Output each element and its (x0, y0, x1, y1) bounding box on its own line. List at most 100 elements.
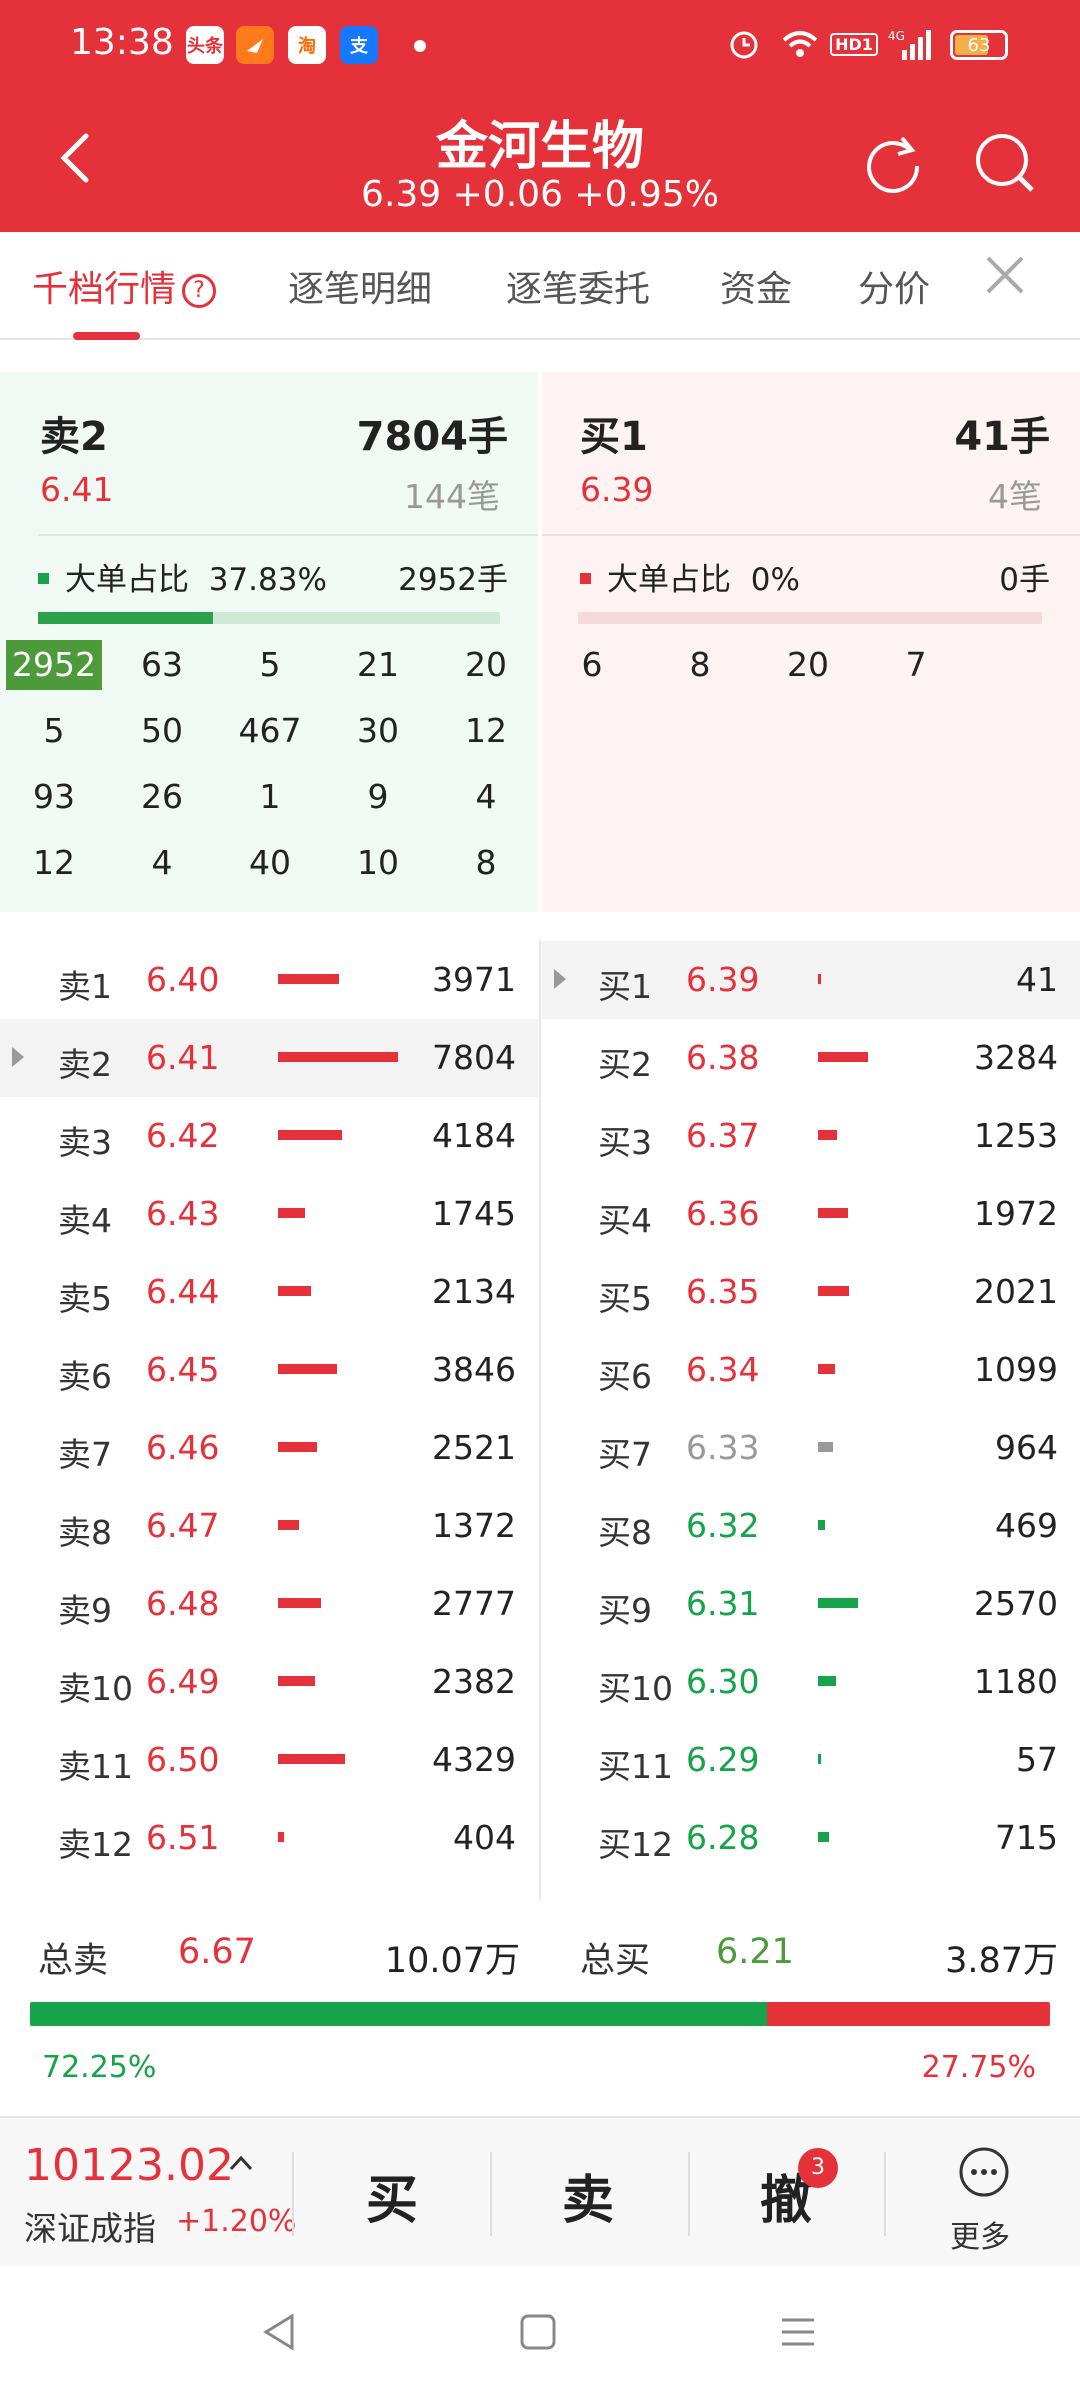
buy-order-row[interactable]: 买1 6.39 41 (542, 941, 1080, 1019)
volume-bar (818, 1208, 849, 1218)
stock-quote: 6.39 +0.06 +0.95% (361, 174, 719, 215)
more-label[interactable]: 更多 (950, 2220, 1010, 2255)
sell-order-row[interactable]: 卖6 6.45 3846 (0, 1331, 538, 1409)
chevron-up-icon[interactable] (228, 2152, 254, 2174)
sell-order-row[interactable]: 卖2 6.41 7804 (0, 1019, 538, 1097)
order-size-cell: 40 (249, 843, 291, 882)
nav-back-icon[interactable] (258, 2310, 302, 2358)
buy-order-row[interactable]: 买7 6.33 964 (542, 1409, 1080, 1487)
search-icon[interactable] (970, 128, 1040, 198)
more-icon[interactable] (958, 2146, 1010, 2198)
tab-capital[interactable]: 资金 (720, 269, 793, 310)
order-price: 6.50 (146, 1740, 220, 1779)
sell-order-row[interactable]: 卖4 6.43 1745 (0, 1175, 538, 1253)
order-level-label: 买4 (598, 1201, 652, 1240)
order-size-cell: 5 (43, 711, 65, 750)
buy-order-row[interactable]: 买5 6.35 2021 (542, 1253, 1080, 1331)
total-buy-price: 6.21 (716, 1932, 794, 1972)
order-volume: 1099 (974, 1350, 1058, 1389)
order-level-label: 买7 (598, 1435, 652, 1474)
order-level-label: 买2 (598, 1045, 652, 1084)
nav-home-icon[interactable] (518, 2312, 558, 2356)
volume-bar (278, 1754, 345, 1764)
sell-summary-count: 144笔 (404, 477, 500, 516)
buy-summary-price: 6.39 (580, 470, 654, 509)
status-time: 13:38 (70, 22, 174, 63)
order-size-cell: 2952 (6, 640, 102, 690)
sell-big-order-fill (38, 612, 213, 624)
tab-price-distribution[interactable]: 分价 (858, 269, 931, 310)
sell-big-order-volume: 2952手 (398, 562, 508, 598)
sell-big-order-track (38, 612, 500, 624)
buy-order-row[interactable]: 买6 6.34 1099 (542, 1331, 1080, 1409)
wifi-icon (778, 24, 822, 64)
order-volume: 469 (995, 1506, 1058, 1545)
sell-order-row[interactable]: 卖7 6.46 2521 (0, 1409, 538, 1487)
sell-order-row[interactable]: 卖9 6.48 2777 (0, 1565, 538, 1643)
caret-right-icon (554, 969, 566, 989)
tab-bar: 千档行情? 逐笔明细 逐笔委托 资金 分价 (0, 232, 1080, 340)
order-level-label: 卖1 (58, 967, 112, 1006)
sell-order-row[interactable]: 卖3 6.42 4184 (0, 1097, 538, 1175)
order-price: 6.42 (146, 1116, 220, 1155)
volume-bar (278, 1832, 285, 1842)
order-volume: 4184 (432, 1116, 516, 1155)
buy-order-row[interactable]: 买8 6.32 469 (542, 1487, 1080, 1565)
order-volume: 715 (995, 1818, 1058, 1857)
order-price: 6.28 (686, 1818, 760, 1857)
divider (490, 2152, 492, 2236)
index-value[interactable]: 10123.02 (24, 2140, 234, 2191)
refresh-icon[interactable] (858, 128, 928, 198)
sell-summary-panel: 卖2 6.41 7804手 144笔 大单占比 37.83% 2952手 295… (0, 372, 538, 912)
order-level-label: 卖11 (58, 1747, 133, 1786)
order-volume: 964 (995, 1428, 1058, 1467)
sell-button[interactable]: 卖 (562, 2171, 615, 2231)
order-size-cell: 50 (141, 711, 183, 750)
buy-button[interactable]: 买 (366, 2171, 419, 2231)
bottom-toolbar: 10123.02 深证成指 +1.20% 买 卖 撤 3 更多 (0, 2116, 1080, 2266)
back-button[interactable] (50, 128, 100, 188)
sell-order-row[interactable]: 卖10 6.49 2382 (0, 1643, 538, 1721)
buy-order-row[interactable]: 买2 6.38 3284 (542, 1019, 1080, 1097)
volume-bar (818, 1676, 837, 1686)
volume-bar (818, 1052, 869, 1062)
nav-menu-icon[interactable] (778, 2312, 818, 2356)
buy-order-row[interactable]: 买3 6.37 1253 (542, 1097, 1080, 1175)
stock-name: 金河生物 (435, 117, 644, 177)
order-price: 6.40 (146, 960, 220, 999)
sell-order-row[interactable]: 卖12 6.51 404 (0, 1799, 538, 1877)
order-volume: 2777 (432, 1584, 516, 1623)
total-sell-price: 6.67 (178, 1932, 256, 1972)
total-sell-label: 总卖 (38, 1941, 109, 1981)
volume-bar (818, 1598, 858, 1608)
sell-order-row[interactable]: 卖11 6.50 4329 (0, 1721, 538, 1799)
tab-tick-detail[interactable]: 逐笔明细 (288, 269, 433, 310)
close-icon[interactable] (980, 250, 1030, 300)
sell-order-row[interactable]: 卖5 6.44 2134 (0, 1253, 538, 1331)
big-order-label: 大单占比 (607, 562, 731, 598)
sell-order-row[interactable]: 卖8 6.47 1372 (0, 1487, 538, 1565)
order-size-cell: 21 (357, 645, 399, 684)
buy-order-row[interactable]: 买12 6.28 715 (542, 1799, 1080, 1877)
volume-bar (278, 1676, 315, 1686)
buy-order-row[interactable]: 买11 6.29 57 (542, 1721, 1080, 1799)
green-square-icon (38, 573, 49, 584)
buy-order-row[interactable]: 买4 6.36 1972 (542, 1175, 1080, 1253)
buy-order-row[interactable]: 买9 6.31 2570 (542, 1565, 1080, 1643)
order-price: 6.41 (146, 1038, 220, 1077)
tab-label: 千档行情 (32, 269, 177, 310)
order-volume: 41 (1016, 960, 1058, 999)
order-level-label: 买6 (598, 1357, 652, 1396)
tab-tick-orders[interactable]: 逐笔委托 (506, 269, 651, 310)
total-buy-label: 总买 (580, 1941, 651, 1981)
tab-depth-quote[interactable]: 千档行情? (32, 260, 217, 312)
volume-bar (818, 1832, 829, 1842)
help-icon[interactable]: ? (182, 274, 217, 308)
volume-bar (818, 1520, 826, 1530)
buy-order-row[interactable]: 买10 6.30 1180 (542, 1643, 1080, 1721)
left-percentage: 72.25% (42, 2050, 157, 2085)
sell-order-row[interactable]: 卖1 6.40 3971 (0, 941, 538, 1019)
app-notification-icon (236, 26, 274, 64)
order-level-label: 买10 (598, 1669, 673, 1708)
order-level-label: 卖12 (58, 1825, 133, 1864)
